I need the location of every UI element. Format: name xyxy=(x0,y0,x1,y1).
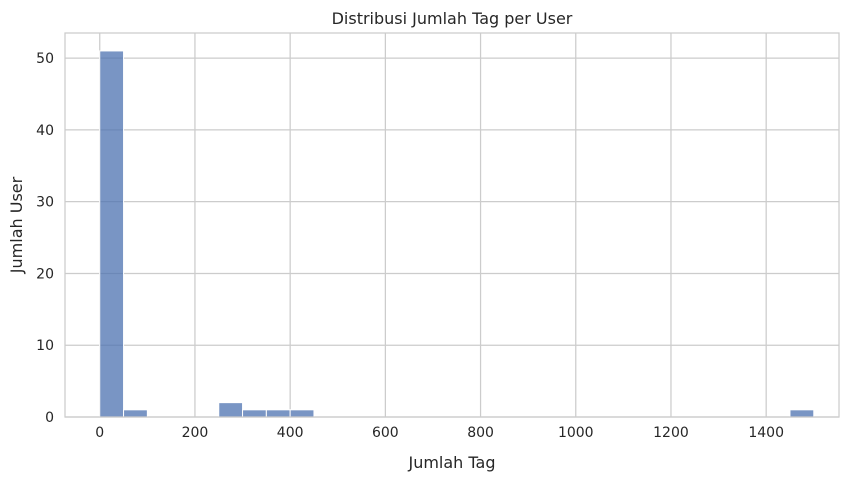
y-tick-labels: 0 10 20 30 40 50 xyxy=(36,51,54,426)
y-tick-label: 40 xyxy=(36,123,54,139)
x-tick-label: 600 xyxy=(372,425,399,441)
y-axis-title: Jumlah User xyxy=(7,176,26,274)
histogram-bar xyxy=(265,409,291,418)
x-axis-title: Jumlah Tag xyxy=(407,453,495,472)
y-tick-label: 10 xyxy=(36,338,54,354)
x-tick-label: 200 xyxy=(182,425,209,441)
histogram-bar xyxy=(289,409,315,418)
plot-frame xyxy=(64,32,840,418)
plot-background xyxy=(65,33,839,417)
y-tick-label: 50 xyxy=(36,51,54,67)
x-tick-label: 800 xyxy=(467,425,494,441)
x-tick-label: 1000 xyxy=(558,425,594,441)
y-tick-label: 20 xyxy=(36,266,54,282)
histogram-bar xyxy=(218,402,244,418)
histogram-bar xyxy=(789,409,815,418)
grid-lines xyxy=(65,33,839,418)
x-tick-labels: 0 200 400 600 800 1000 1200 1400 xyxy=(95,425,784,441)
x-tick-label: 1400 xyxy=(748,425,784,441)
x-tick-label: 0 xyxy=(95,425,104,441)
x-tick-label: 1200 xyxy=(653,425,689,441)
chart-title: Distribusi Jumlah Tag per User xyxy=(332,9,573,28)
histogram-bar xyxy=(242,409,267,418)
y-tick-label: 30 xyxy=(36,195,54,211)
histogram-bar xyxy=(99,50,125,418)
x-tick-label: 400 xyxy=(277,425,304,441)
y-tick-label: 0 xyxy=(45,410,54,426)
bars xyxy=(99,50,815,418)
histogram-bar xyxy=(123,409,148,418)
